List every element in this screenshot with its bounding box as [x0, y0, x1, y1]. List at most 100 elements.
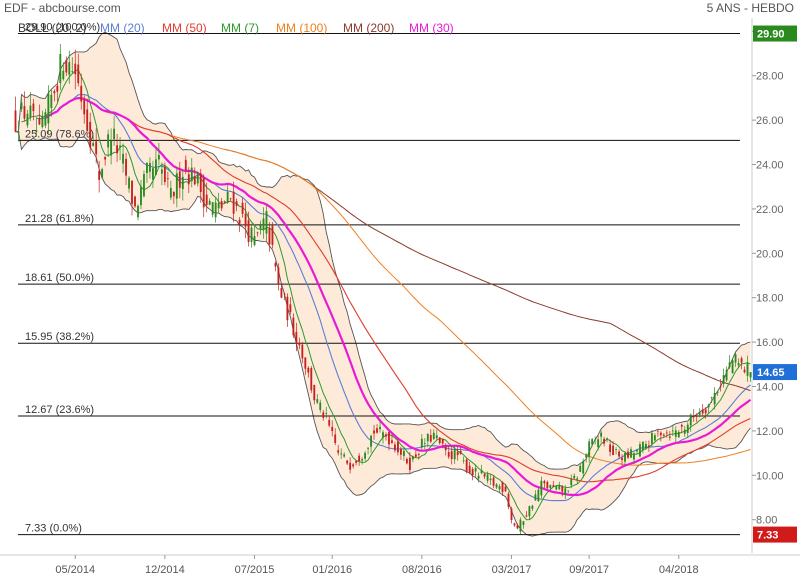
candle-body: [737, 362, 740, 366]
candle-body: [639, 444, 641, 457]
candle: [402, 446, 405, 462]
candle-body: [528, 506, 531, 517]
candle-body: [391, 440, 393, 443]
candle-body: [128, 177, 130, 189]
candle: [707, 403, 710, 415]
candle-body: [113, 128, 116, 140]
candle: [92, 133, 95, 147]
candle-body: [355, 461, 358, 463]
candle: [274, 261, 277, 272]
candle: [609, 439, 612, 457]
candle-body: [612, 445, 614, 456]
candle-body: [722, 375, 725, 384]
candle-body: [232, 191, 235, 214]
candle-body: [304, 357, 307, 369]
candle-body: [453, 449, 456, 460]
candle-body: [534, 494, 537, 501]
candle-body: [504, 486, 507, 492]
candle-body: [283, 293, 286, 295]
fib-label: 18.61 (50.0%): [25, 272, 94, 284]
candle: [152, 160, 154, 188]
candle: [349, 457, 352, 474]
candle: [322, 409, 325, 421]
candle: [304, 357, 307, 375]
candle-body: [471, 469, 474, 476]
candle: [301, 341, 304, 364]
legend-item: MM (7): [221, 21, 259, 35]
bollinger-upper: [15, 31, 751, 470]
candle: [498, 484, 501, 493]
candle-body: [710, 396, 713, 398]
bollinger-fill: [15, 32, 751, 537]
candle: [175, 166, 178, 208]
candle: [612, 441, 614, 456]
candle-body: [65, 60, 68, 73]
candle-body: [319, 402, 322, 410]
y-tick-label: 10.00: [756, 470, 784, 482]
candle-body: [417, 454, 420, 455]
candle: [71, 57, 74, 75]
candle: [642, 441, 644, 454]
candle: [391, 434, 393, 445]
candle-body: [59, 54, 62, 84]
candle-body: [477, 475, 480, 479]
candle: [426, 432, 429, 448]
candle: [226, 185, 229, 204]
candle-body: [725, 369, 728, 381]
candle-body: [310, 367, 313, 391]
candle: [310, 366, 313, 394]
candle: [564, 485, 567, 500]
candle: [636, 449, 638, 455]
candle: [692, 409, 695, 422]
candle: [26, 109, 29, 128]
candle: [265, 205, 268, 242]
candle-body: [480, 470, 483, 474]
candle-body: [680, 424, 683, 427]
candle-body: [187, 174, 190, 185]
legend-item: MM (200): [343, 21, 394, 35]
candle: [337, 444, 340, 456]
candle: [576, 476, 579, 484]
candle-body: [585, 454, 588, 458]
candle-body: [271, 225, 274, 245]
x-tick-label: 05/2014: [55, 564, 95, 576]
candle: [113, 116, 116, 146]
candle: [549, 484, 552, 489]
candle-body: [645, 443, 647, 449]
x-tick-label: 03/2017: [492, 564, 532, 576]
candle: [89, 112, 92, 154]
candle-body: [253, 236, 256, 246]
candle-body: [325, 413, 328, 414]
candle-body: [462, 460, 465, 462]
candle: [477, 472, 480, 483]
fib-label: 12.67 (23.6%): [25, 404, 94, 416]
candle-body: [169, 188, 172, 198]
candle-body: [29, 105, 32, 118]
candle-body: [208, 200, 211, 205]
candle: [370, 434, 372, 453]
candle: [199, 168, 202, 203]
candle-body: [163, 166, 166, 182]
y-tick-label: 12.00: [756, 426, 784, 438]
candle-body: [146, 162, 148, 174]
candle: [465, 457, 468, 474]
candle-body: [543, 480, 546, 484]
candle: [364, 450, 366, 462]
candle: [116, 133, 119, 162]
candle: [480, 464, 483, 475]
fib-label: 15.95 (38.2%): [25, 331, 94, 343]
candle-body: [588, 441, 591, 458]
candle-body: [650, 432, 653, 444]
candle: [277, 263, 280, 291]
candle: [633, 451, 635, 464]
candle: [253, 225, 256, 247]
candle-body: [217, 202, 220, 209]
candle: [193, 167, 196, 186]
candle: [346, 460, 349, 465]
y-tick-label: 16.00: [756, 337, 784, 349]
candle-body: [719, 385, 722, 387]
candle-body: [686, 424, 689, 434]
candle-body: [292, 317, 295, 336]
candle: [65, 56, 68, 77]
candle-body: [301, 344, 304, 359]
